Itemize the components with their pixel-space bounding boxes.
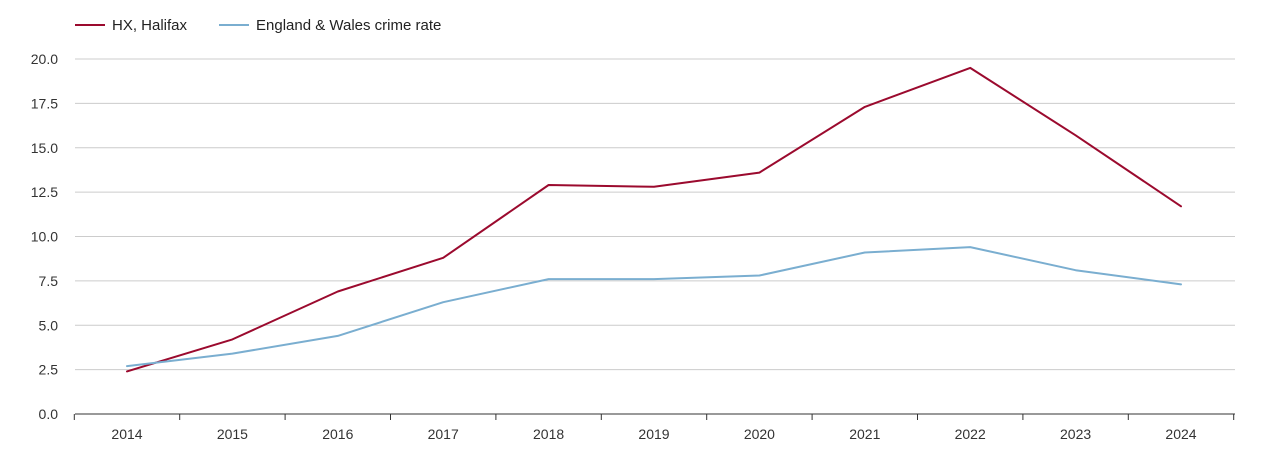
data-point-hx-halifax	[864, 106, 866, 108]
series-lines	[126, 66, 1182, 373]
y-tick-label: 10.0	[31, 229, 58, 245]
data-point-england-wales-crime-rate	[442, 301, 444, 303]
x-tick-label: 2023	[1060, 426, 1091, 442]
x-tick-label: 2024	[1165, 426, 1196, 442]
y-tick-label: 0.0	[39, 406, 59, 422]
y-axis: 0.0 2.5 5.0 7.5 10.0 12.5 15.0 17.5 20.0	[31, 51, 58, 422]
data-point-england-wales-crime-rate	[126, 365, 128, 367]
y-tick-label: 5.0	[39, 317, 59, 333]
data-point-hx-halifax	[1180, 205, 1182, 207]
data-point-england-wales-crime-rate	[969, 246, 971, 248]
x-tick-label: 2022	[955, 426, 986, 442]
data-point-england-wales-crime-rate	[864, 251, 866, 253]
series-line-hx-halifax	[126, 66, 1182, 373]
data-point-hx-halifax	[653, 186, 655, 188]
data-point-hx-halifax	[337, 291, 339, 293]
y-tick-label: 15.0	[31, 140, 58, 156]
x-tick-label: 2018	[533, 426, 564, 442]
y-tick-label: 12.5	[31, 184, 58, 200]
data-point-england-wales-crime-rate	[653, 278, 655, 280]
data-point-hx-halifax	[126, 370, 128, 372]
y-tick-label: 17.5	[31, 95, 58, 111]
data-point-hx-halifax	[442, 257, 444, 259]
legend-label: HX, Halifax	[112, 17, 188, 34]
x-tick-label: 2015	[217, 426, 248, 442]
x-tick-label: 2019	[638, 426, 669, 442]
x-tick-label: 2021	[849, 426, 880, 442]
data-point-hx-halifax	[969, 67, 971, 69]
data-point-england-wales-crime-rate	[231, 353, 233, 355]
data-point-england-wales-crime-rate	[548, 278, 550, 280]
data-point-england-wales-crime-rate	[1075, 269, 1077, 271]
gridlines	[75, 58, 1235, 371]
data-point-hx-halifax	[758, 172, 760, 174]
x-tick-label: 2017	[428, 426, 459, 442]
x-axis: 2014 2015 2016 2017 2018 2019 2020 2021 2022 2023…	[73, 413, 1235, 442]
legend-label: England & Wales crime rate	[256, 17, 441, 34]
data-point-hx-halifax	[1075, 134, 1077, 136]
data-point-england-wales-crime-rate	[337, 335, 339, 337]
data-point-england-wales-crime-rate	[758, 275, 760, 277]
y-tick-label: 7.5	[39, 273, 59, 289]
x-tick-label: 2020	[744, 426, 775, 442]
data-point-england-wales-crime-rate	[1180, 283, 1182, 285]
data-point-hx-halifax	[231, 338, 233, 340]
legend: HX, Halifax England & Wales crime rate	[75, 17, 441, 34]
series-line-england-wales-crime-rate	[126, 246, 1182, 368]
y-tick-label: 2.5	[39, 362, 59, 378]
data-point-hx-halifax	[548, 184, 550, 186]
y-tick-label: 20.0	[31, 51, 58, 67]
x-tick-label: 2016	[322, 426, 353, 442]
x-tick-label: 2014	[111, 426, 142, 442]
